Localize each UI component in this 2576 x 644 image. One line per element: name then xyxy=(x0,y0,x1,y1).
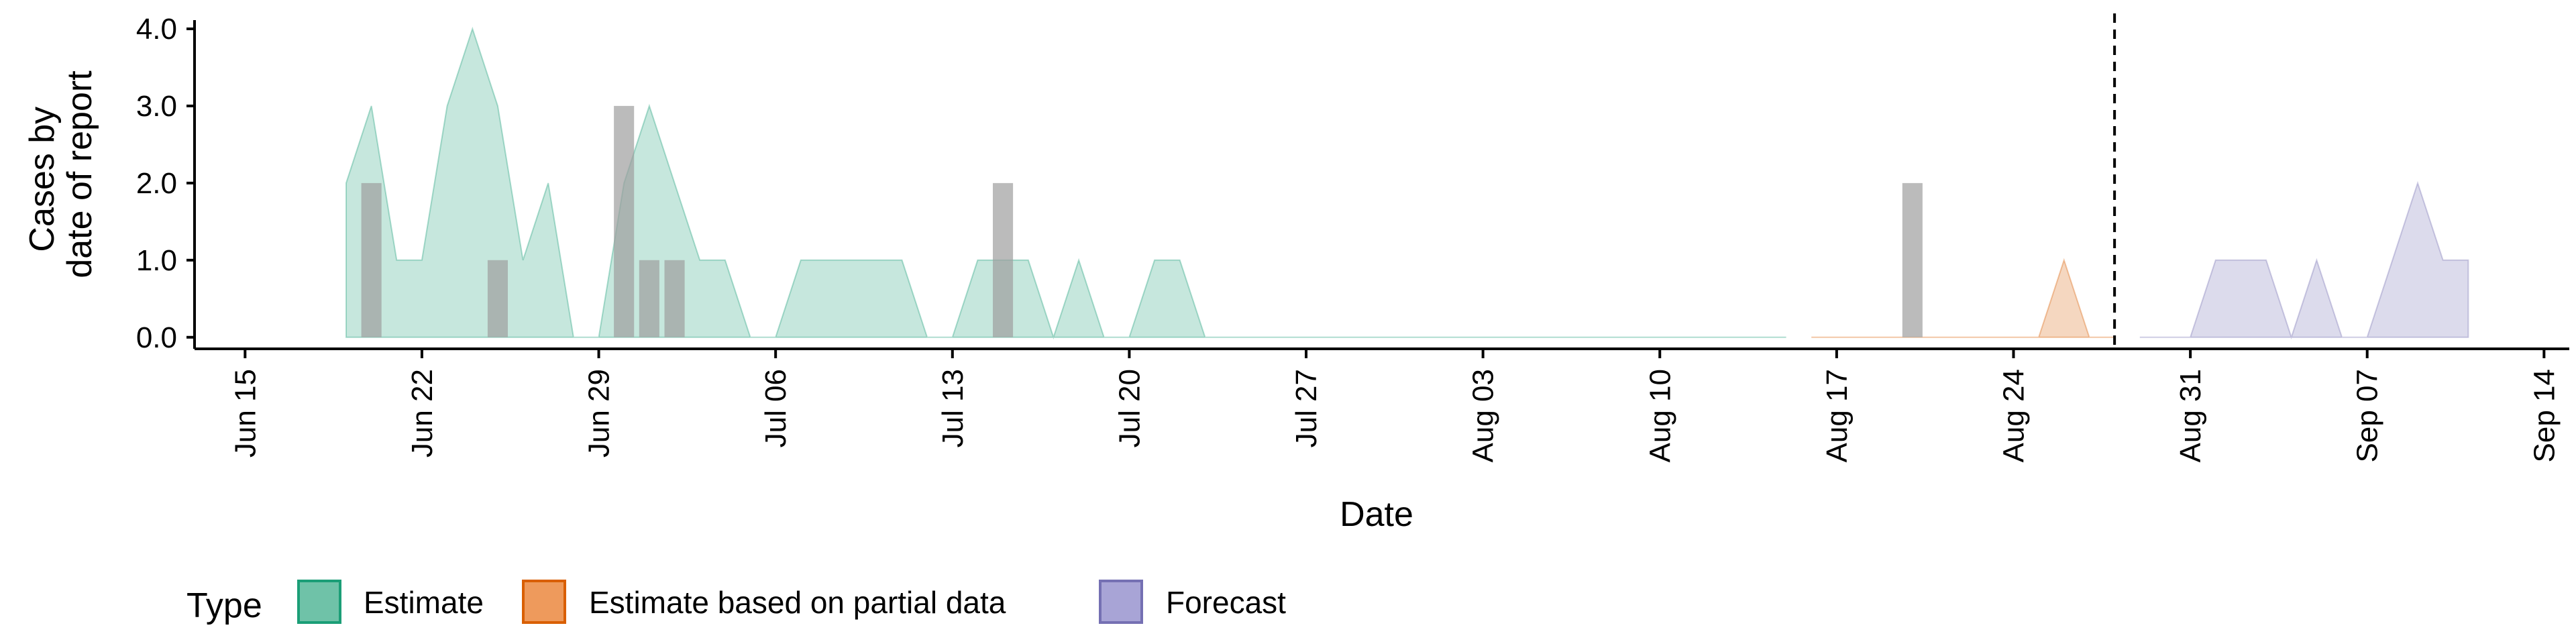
x-tick-label: Aug 17 xyxy=(1821,369,1854,462)
y-axis: 0.0 1.0 2.0 3.0 4.0 Cases by date of report xyxy=(23,13,196,354)
bar-7 xyxy=(1902,182,1923,337)
y-tick-label: 3.0 xyxy=(136,90,177,123)
x-axis-title: Date xyxy=(1340,495,1413,534)
x-tick-label: Jun 29 xyxy=(583,369,616,458)
bar-4 xyxy=(639,260,659,337)
x-tick-label: Aug 31 xyxy=(2174,369,2207,462)
y-tick-label: 2.0 xyxy=(136,167,177,200)
legend-label-2: Estimate based on partial data xyxy=(589,585,1006,620)
bar-1 xyxy=(361,182,382,337)
x-tick-label: Aug 10 xyxy=(1644,369,1676,462)
bar-2 xyxy=(487,260,508,337)
y-axis-title-line-1: Cases by xyxy=(23,107,62,252)
area-series-3 xyxy=(2139,180,2469,340)
area-series-group xyxy=(345,26,2469,340)
x-tick-label: Jun 22 xyxy=(406,369,439,458)
legend-title: Type xyxy=(186,586,262,625)
x-tick-label: Aug 03 xyxy=(1467,369,1500,462)
legend-key-3 xyxy=(1099,580,1143,624)
legend-label-1: Estimate xyxy=(364,585,484,620)
x-tick-label: Jul 27 xyxy=(1290,369,1323,447)
y-axis-title: Cases by date of report xyxy=(23,70,99,278)
legend-key-1 xyxy=(297,580,341,624)
y-axis-title-line-2: date of report xyxy=(60,70,99,278)
area-series-2 xyxy=(1811,258,2115,338)
plot-area xyxy=(345,13,2469,349)
bar-6 xyxy=(993,182,1014,337)
bar-5 xyxy=(664,260,685,337)
x-tick-label: Jun 15 xyxy=(229,369,262,458)
x-axis: Jun 15 Jun 22 Jun 29 Jul 06 Jul 13 Jul 20 Jul … xyxy=(195,347,2569,534)
bar-series-group xyxy=(361,105,1923,337)
x-tick-label: Aug 24 xyxy=(1998,369,2031,462)
x-tick-group: Jun 15 Jun 22 Jun 29 Jul 06 Jul 13 Jul 20 Jul … xyxy=(229,349,2561,462)
bar-3 xyxy=(614,105,635,337)
y-tick-label: 0.0 xyxy=(136,321,177,354)
legend: Type Estimate Estimate based on partial d… xyxy=(186,580,1286,625)
y-tick-label: 4.0 xyxy=(136,13,177,46)
y-tick-group: 0.0 1.0 2.0 3.0 4.0 xyxy=(136,13,195,354)
x-tick-label: Jul 20 xyxy=(1113,369,1146,447)
x-tick-label: Jul 06 xyxy=(759,369,792,447)
legend-key-2 xyxy=(522,580,566,624)
legend-label-3: Forecast xyxy=(1166,585,1286,620)
x-tick-label: Sep 14 xyxy=(2528,369,2561,462)
y-tick-label: 1.0 xyxy=(136,244,177,277)
x-tick-label: Jul 13 xyxy=(936,369,969,447)
area-series-1 xyxy=(345,26,1786,340)
x-tick-label: Sep 07 xyxy=(2351,369,2384,462)
